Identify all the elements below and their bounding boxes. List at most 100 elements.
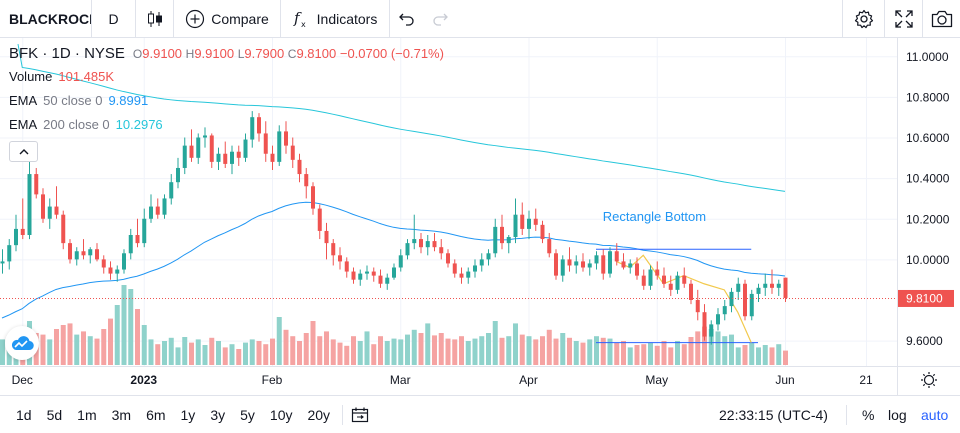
candle-body	[7, 245, 12, 262]
candle	[385, 273, 390, 290]
price-tick-label: 10.4000	[906, 172, 950, 186]
volume-bar	[128, 289, 134, 365]
volume-bar	[776, 344, 782, 365]
candle-body	[614, 251, 619, 262]
volume-bar	[101, 329, 107, 365]
volume-bar	[675, 341, 680, 365]
symbol-name: BLACKROCK	[9, 10, 92, 27]
calendar-goto-icon[interactable]	[351, 407, 369, 423]
volume-bar	[81, 331, 86, 365]
candle-body	[41, 194, 45, 219]
candle-body	[68, 243, 72, 260]
volume-bar	[540, 336, 545, 365]
candle	[479, 253, 484, 272]
candle-body	[405, 243, 410, 256]
range-button-1y[interactable]: 1y	[180, 406, 196, 423]
interval-button[interactable]: D	[92, 0, 136, 38]
time-tick-label: Dec	[12, 373, 33, 387]
range-button-10y[interactable]: 10y	[269, 406, 293, 423]
candle	[682, 267, 687, 288]
auto-toggle[interactable]: auto	[921, 406, 949, 423]
range-button-5d[interactable]: 5d	[46, 406, 63, 423]
volume-bar	[749, 342, 755, 365]
time-axis[interactable]: Dec 2023 Feb Mar Apr May Jun 21	[12, 373, 873, 387]
legend-volume-row: Volume 101.485K	[9, 69, 444, 93]
price-axis[interactable]: 11.0000 10.8000 10.6000 10.4000 10.2000 10.00…	[906, 50, 950, 348]
candle-body	[736, 283, 741, 292]
candle-body	[392, 267, 396, 278]
fullscreen-icon	[894, 10, 913, 28]
candle	[182, 137, 187, 175]
axis-settings-button[interactable]	[921, 372, 937, 388]
candle-body	[743, 283, 747, 317]
candle-body	[378, 275, 383, 284]
candle-body	[432, 241, 437, 248]
volume-bar	[729, 334, 734, 365]
log-toggle[interactable]: log	[888, 406, 907, 423]
volume-bar	[74, 334, 80, 365]
range-button-6m[interactable]: 6m	[146, 406, 166, 423]
time-tick-label: Mar	[390, 373, 411, 387]
candle	[68, 239, 72, 264]
candle	[601, 249, 606, 280]
range-button-1d[interactable]: 1d	[16, 406, 32, 423]
price-tick-label: 10.8000	[906, 90, 950, 104]
volume-bar	[513, 323, 518, 365]
candle	[749, 289, 754, 321]
volume-bar	[243, 342, 248, 365]
fullscreen-button[interactable]	[884, 0, 922, 38]
compare-button[interactable]: Compare	[174, 0, 281, 38]
volume-bar	[648, 342, 653, 365]
range-button-1m[interactable]: 1m	[77, 406, 97, 423]
candle-body	[702, 312, 707, 337]
bottom-separator	[342, 404, 344, 425]
time-tick-label: Apr	[519, 373, 538, 387]
range-button-5y[interactable]: 5y	[240, 406, 255, 423]
price-chart[interactable]: Rectangle Bottom 11.0000 10.8000 10.6000 10…	[0, 38, 960, 396]
volume-bar	[614, 342, 620, 365]
candle	[108, 261, 113, 280]
candlesticks	[0, 111, 788, 345]
candle	[14, 214, 18, 252]
candle	[527, 210, 531, 240]
range-button-3y[interactable]: 3y	[210, 406, 226, 423]
candle-body	[149, 206, 153, 219]
volume-bar	[209, 337, 215, 365]
percent-toggle[interactable]: %	[862, 406, 875, 423]
undo-icon[interactable]	[398, 12, 415, 26]
candle	[20, 198, 25, 240]
candle-body	[284, 131, 288, 146]
volume-bar	[40, 334, 46, 365]
candle-body	[243, 139, 248, 158]
legend-collapse-button[interactable]	[9, 141, 38, 162]
range-button-3m[interactable]: 3m	[111, 406, 132, 423]
open-key: O	[132, 47, 143, 61]
ema50-params: 50 close 0	[43, 93, 103, 108]
candle-body	[682, 275, 687, 284]
symbol-search[interactable]: BLACKROCK	[0, 0, 92, 38]
chevron-up-icon	[19, 148, 28, 154]
candle-body	[263, 133, 268, 154]
chart-type-button[interactable]	[136, 0, 174, 38]
volume-value: 101.485K	[58, 69, 115, 84]
settings-button[interactable]	[842, 0, 884, 38]
candle	[0, 249, 5, 274]
snapshot-button[interactable]	[922, 0, 960, 38]
clock-time[interactable]: 22:33:15 (UTC-4)	[719, 406, 828, 423]
camera-icon	[931, 10, 952, 28]
redo-icon[interactable]	[432, 12, 448, 26]
candle	[547, 232, 552, 258]
tradingview-logo[interactable]	[5, 326, 39, 360]
candle	[277, 125, 282, 166]
volume-bar	[168, 337, 174, 365]
candle	[189, 129, 194, 162]
volume-bar	[607, 338, 613, 365]
candle	[371, 267, 376, 282]
range-button-20y[interactable]: 20y	[307, 406, 331, 423]
candle	[162, 194, 167, 219]
candle	[331, 239, 336, 266]
volume-bar	[499, 337, 505, 365]
candle-body	[459, 273, 464, 278]
